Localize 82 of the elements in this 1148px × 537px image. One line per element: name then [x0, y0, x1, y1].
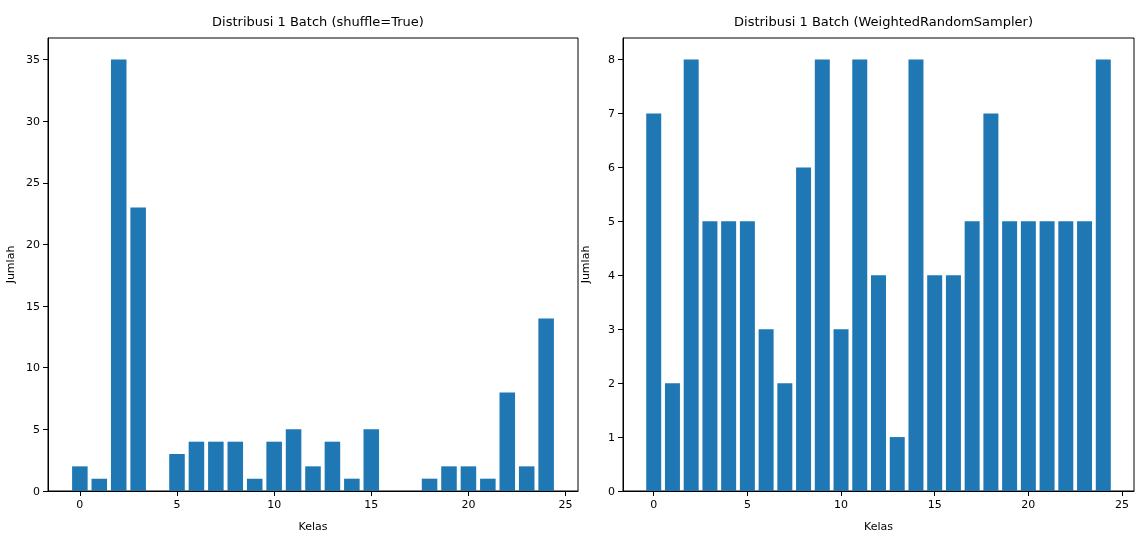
x-tick-label: 10 — [834, 498, 849, 511]
bar — [1020, 221, 1036, 491]
bar — [91, 478, 108, 491]
x-tick-label: 5 — [743, 498, 751, 511]
y-axis-title: Jumlah — [4, 245, 17, 285]
bar — [110, 59, 127, 491]
bar — [441, 466, 457, 491]
y-tick-label: 30 — [26, 114, 40, 128]
bar — [480, 478, 496, 491]
x-tick-label: 15 — [364, 498, 379, 511]
bar — [871, 275, 886, 491]
bar — [927, 275, 943, 491]
bar — [363, 429, 380, 491]
bar — [1058, 221, 1074, 491]
bar — [833, 329, 849, 491]
x-axis-title: Kelas — [298, 520, 328, 533]
bar — [305, 466, 321, 491]
y-tick-label: 8 — [608, 53, 615, 67]
y-tick-label: 35 — [26, 53, 40, 67]
bar — [983, 113, 999, 491]
y-tick-label: 2 — [608, 376, 615, 390]
y-tick-label: 1 — [608, 430, 615, 444]
y-tick-label: 3 — [608, 322, 615, 336]
y-tick-label: 10 — [26, 361, 40, 375]
bar — [721, 221, 737, 491]
y-tick-label: 15 — [26, 299, 40, 313]
y-tick-label: 0 — [608, 484, 615, 498]
bar — [169, 454, 185, 491]
bar — [1077, 221, 1093, 491]
bar — [460, 466, 477, 491]
x-tick-label: 0 — [76, 498, 84, 511]
x-tick-label: 10 — [267, 498, 282, 511]
y-axis-title: Jumlah — [579, 245, 592, 285]
bar — [344, 478, 360, 491]
chart-title: Distribusi 1 Batch (WeightedRandomSampler) — [734, 14, 1033, 29]
bar — [739, 221, 755, 491]
bar — [227, 441, 244, 491]
y-tick-label: 5 — [33, 422, 40, 436]
bar — [908, 59, 924, 491]
x-tick-label: 20 — [1021, 498, 1036, 511]
bar — [188, 441, 205, 491]
bar — [945, 275, 961, 491]
bar — [796, 167, 812, 491]
bar — [538, 318, 554, 491]
x-tick-label: 20 — [461, 498, 476, 511]
bar — [499, 392, 516, 491]
y-tick-label: 20 — [26, 237, 40, 251]
chart-title: Distribusi 1 Batch (shuffle=True) — [212, 14, 424, 29]
bar — [777, 383, 793, 491]
bar — [518, 466, 535, 491]
bar — [324, 441, 341, 491]
bar — [266, 441, 282, 491]
bar — [1039, 221, 1055, 491]
bar — [683, 59, 699, 491]
bar — [964, 221, 980, 491]
y-tick-label: 4 — [608, 268, 615, 282]
bar — [889, 437, 905, 491]
y-tick-label: 0 — [33, 484, 40, 498]
bar — [702, 221, 718, 491]
y-tick-label: 25 — [26, 176, 40, 190]
y-tick-label: 7 — [608, 107, 615, 120]
x-tick-label: 25 — [1115, 498, 1130, 511]
bar — [285, 429, 302, 491]
bar — [421, 478, 438, 491]
bar — [758, 329, 774, 491]
bar — [208, 441, 224, 491]
bar — [130, 207, 146, 491]
bar — [1002, 221, 1018, 491]
bar — [1095, 59, 1111, 491]
bar — [664, 383, 680, 491]
x-tick-label: 5 — [173, 498, 181, 511]
y-tick-label: 5 — [608, 214, 615, 228]
bar — [814, 59, 830, 491]
x-tick-label: 25 — [558, 498, 573, 511]
bar — [72, 466, 88, 491]
y-tick-label: 6 — [608, 160, 615, 174]
bar — [646, 113, 662, 491]
x-tick-label: 15 — [927, 498, 942, 511]
bar — [246, 478, 263, 491]
x-tick-label: 0 — [650, 498, 658, 511]
x-axis-title: Kelas — [864, 520, 894, 533]
bar — [852, 59, 868, 491]
